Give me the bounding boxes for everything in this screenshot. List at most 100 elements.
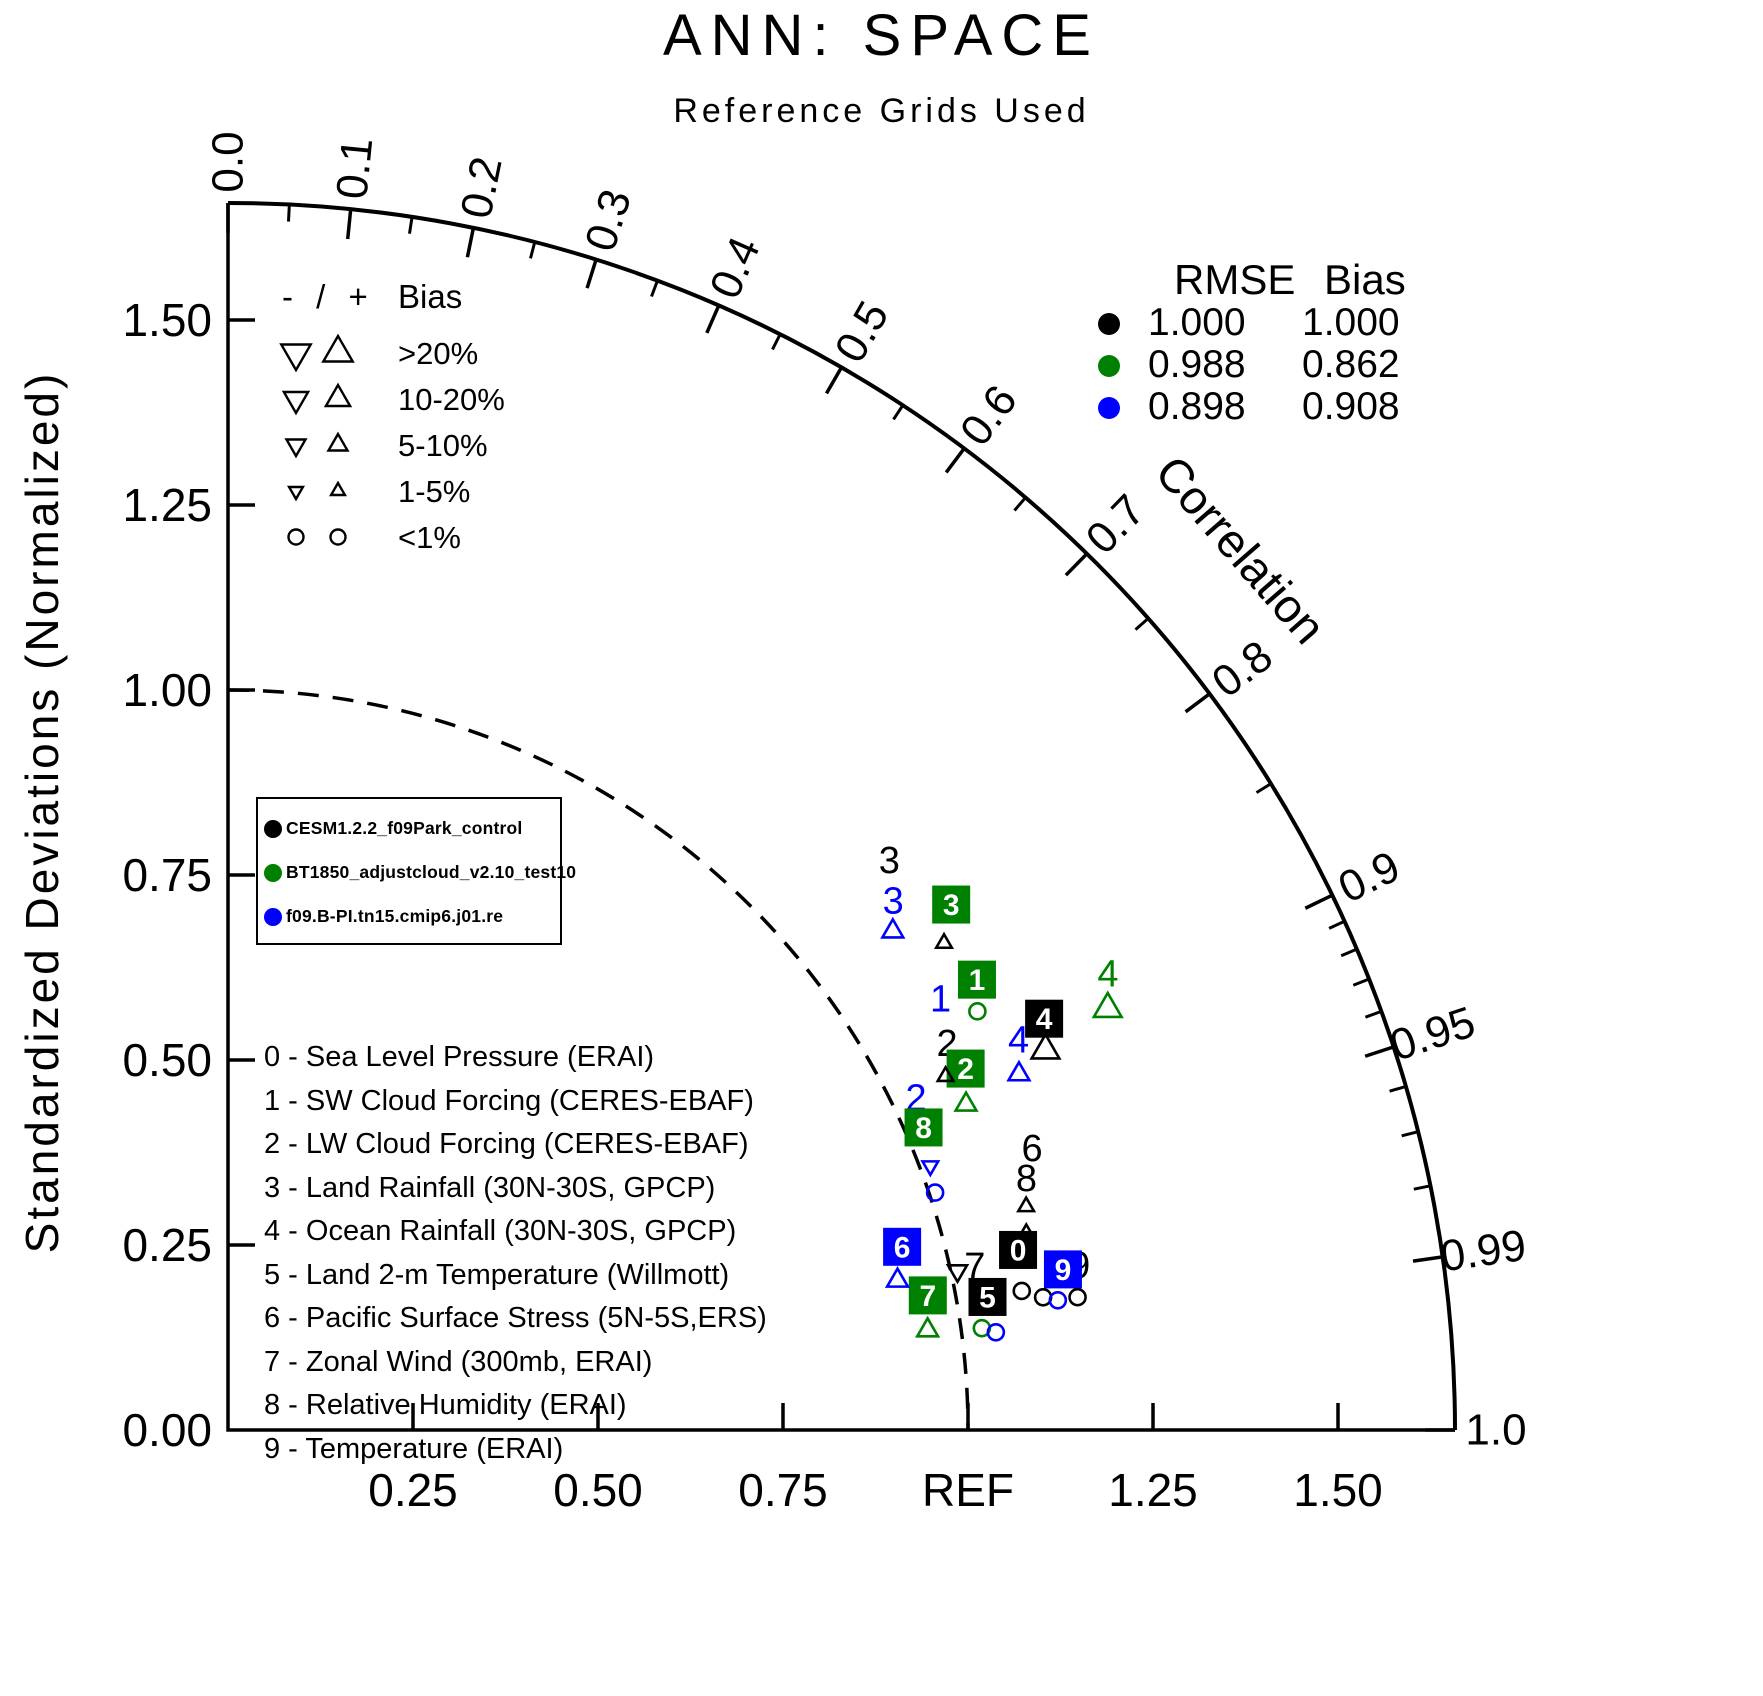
correlation-tick-label: 0.2: [451, 153, 511, 223]
variable-list-item: 7 - Zonal Wind (300mb, ERAI): [264, 1345, 653, 1378]
bias-range-label: >20%: [398, 336, 479, 371]
correlation-minor-tick: [1389, 1084, 1407, 1093]
circle-marker: [968, 1002, 987, 1021]
correlation-minor-tick: [1134, 617, 1150, 631]
correlation-minor-tick: [1340, 947, 1358, 958]
correlation-major-tick: [465, 227, 476, 258]
rmse-value: 1.000: [1148, 301, 1246, 344]
bias-value: 1.000: [1302, 301, 1400, 344]
point-box-label: 0: [1010, 1234, 1027, 1267]
y-axis-tick-label: 0.25: [122, 1219, 212, 1271]
correlation-minor-tick: [1413, 1184, 1431, 1191]
point-box-label: 5: [979, 1281, 996, 1314]
point-box: [904, 1108, 943, 1147]
point-box-label: 2: [957, 1053, 974, 1086]
point-box: [932, 885, 971, 924]
positive-bias-icon: [321, 333, 355, 363]
negative-bias-icon: [281, 390, 311, 416]
y-axis-tick-label: 1.25: [122, 479, 212, 531]
model-color-dot: [264, 908, 282, 926]
y-axis-tick-label: 0.75: [122, 849, 212, 901]
correlation-tick-label: 0.99: [1437, 1221, 1529, 1282]
y-axis-tick-label: 0.00: [122, 1404, 212, 1456]
triangle-up-marker: [933, 931, 955, 950]
reference-std-arc: [227, 688, 970, 1431]
x-axis-tick-label: 1.50: [1293, 1464, 1383, 1516]
variable-list-item: 6 - Pacific Surface Stress (5N-5S,ERS): [264, 1302, 767, 1334]
correlation-minor-tick: [287, 204, 291, 222]
triangle-down-marker: [945, 1263, 970, 1285]
model-name: f09.B-PI.tn15.cmip6.j01.re: [286, 906, 504, 926]
model-legend-row: f09.B-PI.tn15.cmip6.j01.re: [258, 897, 560, 941]
triangle-up-marker: [914, 1315, 941, 1338]
triangle-down-marker: [920, 1160, 941, 1178]
bias-legend-row: 1-5%: [272, 468, 602, 514]
point-box-label: 7: [919, 1280, 936, 1313]
correlation-minor-tick: [650, 280, 659, 298]
point-box-label: 9: [1055, 1254, 1072, 1287]
correlation-tick-label: 0.9: [1331, 842, 1407, 913]
axes-frame: [226, 203, 1455, 1432]
negative-bias-icon: [284, 438, 308, 459]
variable-list-item: 5 - Land 2-m Temperature (Willmott): [264, 1258, 730, 1291]
rmse-bias-legend: RMSE Bias 1.000 1.000 0.988 0.862 0.898 0.908: [1092, 256, 1492, 430]
positive-bias-icon: [328, 480, 348, 497]
point-box: [1025, 999, 1064, 1038]
correlation-minor-tick: [1255, 782, 1272, 794]
negative-bias-icon: [286, 485, 306, 502]
rmse-value: 0.898: [1148, 385, 1246, 428]
point-box: [883, 1227, 922, 1266]
correlation-tick-label: 0.7: [1077, 485, 1155, 563]
point-label: 3: [883, 881, 904, 923]
chart-subtitle: Reference Grids Used: [673, 92, 1090, 130]
correlation-minor-tick: [408, 216, 414, 234]
correlation-tick-label: 0.6: [951, 376, 1027, 454]
variable-list: 0 - Sea Level Pressure (ERAI) 1 - SW Clou…: [264, 1036, 767, 1471]
variable-list-item: 8 - Relative Humidity (ERAI): [264, 1389, 627, 1421]
variable-list-item: 9 - Temperature (ERAI): [264, 1432, 564, 1465]
triangle-up-marker: [953, 1089, 979, 1112]
model-color-dot: [264, 820, 282, 838]
triangle-up-marker: [1016, 1221, 1037, 1240]
bias-legend-row: 10-20%: [272, 376, 602, 422]
model-legend-row: BT1850_adjustcloud_v2.10_test10: [258, 853, 576, 897]
model-legend: CESM1.2.2_f09Park_control BT1850_adjustcl…: [256, 797, 576, 945]
variable-list-item: 1 - SW Cloud Forcing (CERES-EBAF): [264, 1084, 754, 1117]
y-axis-title: Standardized Deviations (Normalized): [16, 370, 68, 1254]
correlation-minor-tick: [529, 241, 537, 259]
bias-range-label: <1%: [398, 520, 461, 555]
x-axis-tick-label: 0.75: [738, 1464, 828, 1516]
negative-bias-icon: [287, 528, 305, 546]
correlation-major-tick: [585, 258, 598, 289]
correlation-major-tick: [1412, 1255, 1443, 1263]
variable-list-item: 3 - Land Rainfall (30N-30S, GPCP): [264, 1171, 716, 1204]
y-axis-tick-label: 1.00: [122, 664, 212, 716]
correlation-tick-label: 0.4: [701, 230, 770, 306]
correlation-major-tick: [1184, 692, 1211, 714]
point-label: 4: [1097, 953, 1118, 995]
bias-legend-header: - / + Bias: [272, 278, 602, 330]
point-label: 3: [879, 840, 900, 882]
positive-bias-icon: [326, 431, 350, 452]
point-box-label: 3: [943, 889, 960, 922]
positive-bias-icon: [323, 382, 353, 408]
triangle-up-marker: [884, 1266, 911, 1288]
correlation-tick-label: 0.0: [204, 131, 253, 192]
correlation-tick-label: 0.3: [576, 184, 641, 257]
correlation-minor-tick: [771, 333, 782, 351]
point-label: 8: [1016, 1158, 1037, 1200]
correlation-major-tick: [345, 208, 353, 240]
correlation-tick-label: 0.5: [825, 293, 898, 370]
model-name: CESM1.2.2_f09Park_control: [286, 818, 523, 838]
correlation-major-tick: [824, 366, 844, 395]
x-axis-tick-label: 0.50: [553, 1464, 643, 1516]
triangle-up-marker: [1006, 1059, 1032, 1082]
model-color-dot: [1098, 397, 1120, 419]
model-name: BT1850_adjustcloud_v2.10_test10: [286, 862, 577, 882]
x-axis-tick-label: REF: [922, 1464, 1014, 1516]
triangle-up-marker: [1029, 1031, 1062, 1060]
point-label: 1: [930, 979, 951, 1021]
circle-marker: [986, 1322, 1006, 1342]
